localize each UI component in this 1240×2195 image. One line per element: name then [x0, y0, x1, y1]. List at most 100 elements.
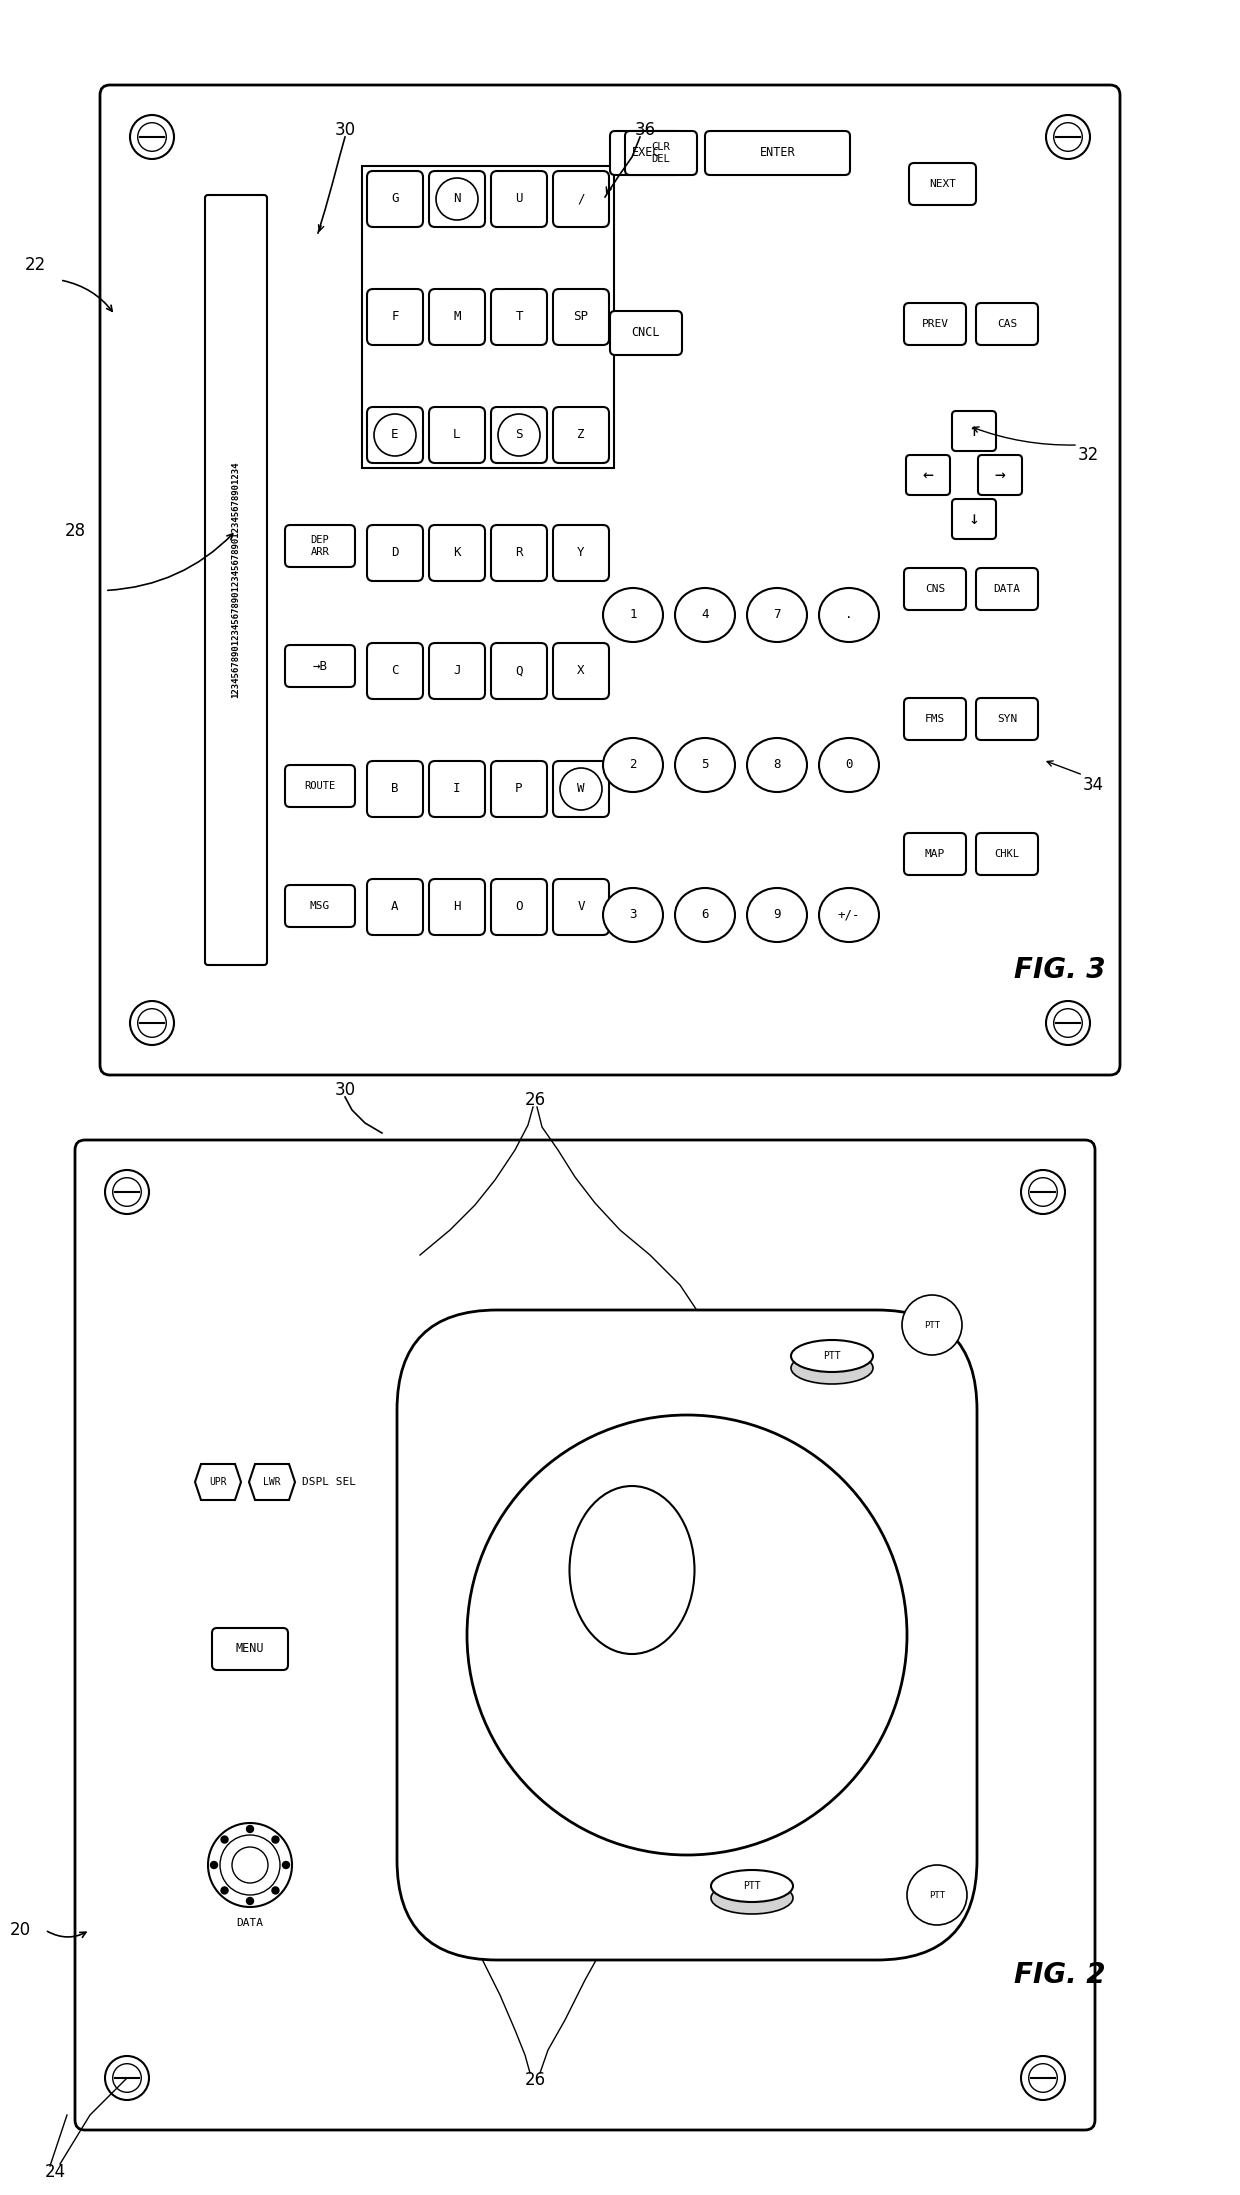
FancyBboxPatch shape [904, 569, 966, 610]
Text: U: U [516, 193, 523, 206]
FancyBboxPatch shape [553, 171, 609, 226]
Text: PTT: PTT [743, 1881, 761, 1892]
Text: .: . [846, 608, 853, 621]
Ellipse shape [818, 738, 879, 792]
FancyBboxPatch shape [367, 762, 423, 817]
Text: LWR: LWR [263, 1477, 280, 1486]
Circle shape [208, 1824, 291, 1907]
Text: MAP: MAP [925, 849, 945, 858]
FancyBboxPatch shape [610, 312, 682, 356]
Text: 36: 36 [635, 121, 656, 138]
Text: ↓: ↓ [968, 509, 980, 529]
FancyBboxPatch shape [491, 525, 547, 582]
Ellipse shape [711, 1870, 794, 1903]
FancyBboxPatch shape [285, 885, 355, 926]
Text: ENTER: ENTER [760, 147, 795, 160]
Text: DEP: DEP [311, 536, 330, 544]
FancyBboxPatch shape [285, 525, 355, 566]
Polygon shape [249, 1464, 295, 1499]
FancyBboxPatch shape [429, 878, 485, 935]
Text: R: R [516, 547, 523, 560]
Text: L: L [454, 428, 461, 441]
Text: ←: ← [923, 465, 934, 485]
Ellipse shape [675, 738, 735, 792]
Text: P: P [516, 781, 523, 795]
Text: +/-: +/- [838, 909, 861, 922]
Text: V: V [578, 900, 585, 913]
Text: PREV: PREV [921, 318, 949, 329]
Circle shape [906, 1866, 967, 1925]
FancyBboxPatch shape [429, 762, 485, 817]
FancyBboxPatch shape [429, 290, 485, 345]
Ellipse shape [711, 1881, 794, 1914]
FancyBboxPatch shape [367, 406, 423, 463]
Text: DSPL SEL: DSPL SEL [303, 1477, 356, 1486]
Ellipse shape [818, 588, 879, 641]
Circle shape [232, 1846, 268, 1883]
FancyBboxPatch shape [976, 303, 1038, 345]
Ellipse shape [746, 738, 807, 792]
FancyBboxPatch shape [285, 645, 355, 687]
FancyBboxPatch shape [553, 878, 609, 935]
Text: 8: 8 [774, 759, 781, 770]
Text: Q: Q [516, 665, 523, 678]
Circle shape [247, 1826, 253, 1833]
Text: Y: Y [578, 547, 585, 560]
FancyBboxPatch shape [285, 766, 355, 808]
Ellipse shape [791, 1352, 873, 1385]
Circle shape [221, 1835, 228, 1844]
Text: FIG. 3: FIG. 3 [1014, 957, 1106, 983]
Text: CAS: CAS [997, 318, 1017, 329]
Text: W: W [578, 781, 585, 795]
Bar [362, 167, 614, 468]
Text: X: X [578, 665, 585, 678]
Ellipse shape [675, 588, 735, 641]
Text: M: M [454, 309, 461, 323]
Text: 22: 22 [25, 257, 46, 274]
FancyBboxPatch shape [491, 643, 547, 698]
FancyBboxPatch shape [491, 878, 547, 935]
FancyBboxPatch shape [397, 1310, 977, 1960]
Text: CNS: CNS [925, 584, 945, 595]
Text: →B: →B [312, 658, 327, 672]
FancyBboxPatch shape [904, 303, 966, 345]
Text: ARR: ARR [311, 547, 330, 558]
Polygon shape [195, 1464, 241, 1499]
Text: K: K [454, 547, 461, 560]
Text: 0: 0 [846, 759, 853, 770]
Ellipse shape [746, 588, 807, 641]
FancyBboxPatch shape [367, 643, 423, 698]
Text: N: N [454, 193, 461, 206]
Text: CNCL: CNCL [631, 327, 660, 340]
Text: DEL: DEL [652, 154, 671, 165]
Circle shape [211, 1861, 217, 1868]
FancyBboxPatch shape [553, 643, 609, 698]
Text: 3: 3 [629, 909, 637, 922]
FancyBboxPatch shape [906, 454, 950, 496]
Text: 20: 20 [10, 1921, 31, 1938]
Ellipse shape [791, 1339, 873, 1372]
Text: DATA: DATA [993, 584, 1021, 595]
FancyBboxPatch shape [212, 1629, 288, 1670]
Text: MSG: MSG [310, 900, 330, 911]
Text: FMS: FMS [925, 713, 945, 724]
Text: 30: 30 [335, 121, 356, 138]
FancyBboxPatch shape [952, 498, 996, 540]
Text: NEXT: NEXT [929, 180, 956, 189]
Text: FIG. 2: FIG. 2 [1014, 1960, 1106, 1989]
Text: PTT: PTT [929, 1890, 945, 1899]
Text: CHKL: CHKL [994, 849, 1019, 858]
FancyBboxPatch shape [429, 643, 485, 698]
Text: A: A [392, 900, 399, 913]
FancyBboxPatch shape [491, 290, 547, 345]
Text: T: T [516, 309, 523, 323]
Circle shape [901, 1295, 962, 1354]
FancyBboxPatch shape [553, 525, 609, 582]
Ellipse shape [603, 738, 663, 792]
FancyBboxPatch shape [706, 132, 849, 176]
FancyBboxPatch shape [100, 86, 1120, 1076]
Text: 2: 2 [629, 759, 637, 770]
Text: 12345678901234567890123456789012345678901234: 1234567890123456789012345678901234567890… [232, 461, 241, 698]
Ellipse shape [603, 889, 663, 942]
Text: →: → [994, 465, 1006, 485]
